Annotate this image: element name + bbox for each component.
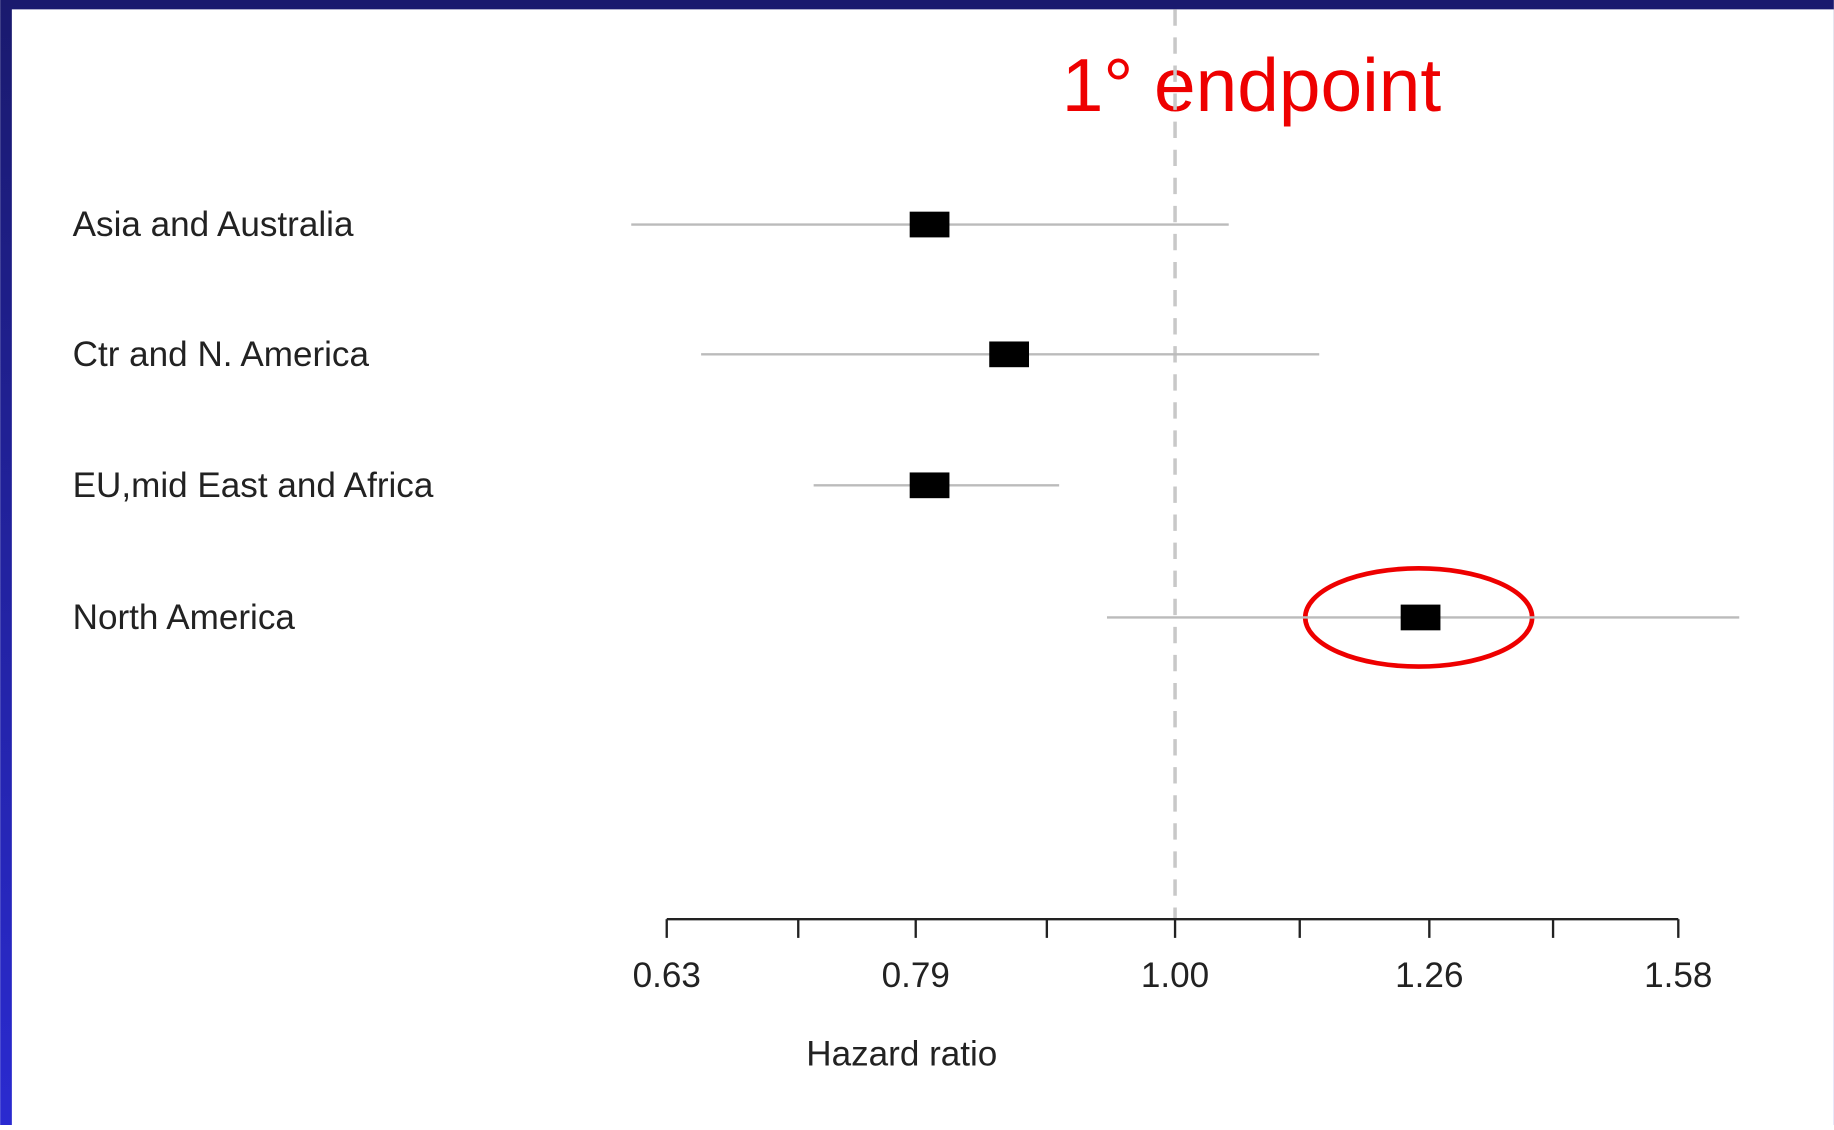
point-estimate	[909, 472, 950, 499]
row-label: EU,mid East and Africa	[73, 466, 434, 505]
x-axis-label: Hazard ratio	[806, 1034, 997, 1073]
plot-panel	[11, 9, 1834, 1126]
point-estimate	[989, 341, 1030, 368]
annotation: 1° endpoint	[1062, 43, 1442, 127]
point-estimate	[1400, 604, 1441, 631]
x-tick-label: 1.26	[1395, 956, 1463, 995]
x-tick-label: 0.63	[633, 956, 701, 995]
row-label: Asia and Australia	[73, 205, 354, 244]
x-tick-label: 0.79	[882, 956, 950, 995]
row-label: North America	[73, 598, 296, 637]
point-estimate	[909, 211, 950, 238]
x-tick-label: 1.58	[1644, 956, 1712, 995]
x-tick-label: 1.00	[1141, 956, 1209, 995]
row-label: Ctr and N. America	[73, 335, 370, 374]
